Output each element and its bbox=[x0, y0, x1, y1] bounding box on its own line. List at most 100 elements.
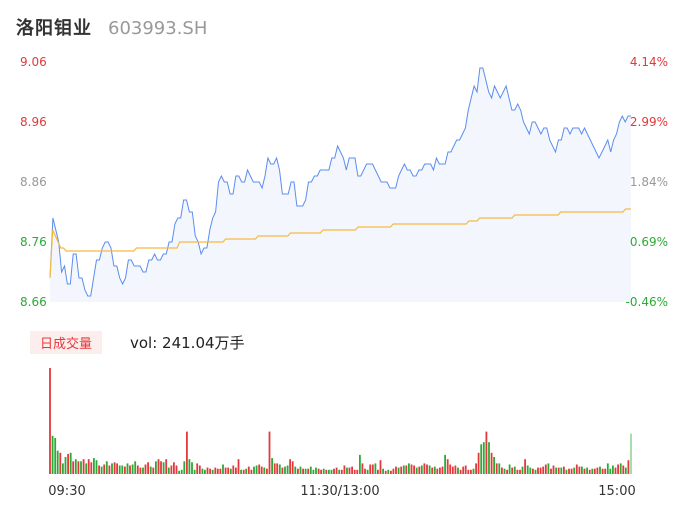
volume-bar bbox=[121, 465, 124, 474]
volume-bar bbox=[480, 444, 483, 474]
volume-bar bbox=[420, 465, 423, 474]
volume-bar bbox=[224, 467, 227, 474]
volume-bar bbox=[454, 465, 457, 474]
volume-bar bbox=[219, 468, 222, 474]
volume-bar bbox=[392, 468, 395, 474]
volume-bar bbox=[134, 461, 137, 474]
volume-bar bbox=[129, 465, 131, 474]
y-tick-right: 1.84% bbox=[630, 175, 668, 189]
volume-bar bbox=[387, 469, 390, 474]
volume-bar bbox=[173, 462, 175, 474]
volume-bar bbox=[307, 468, 310, 474]
volume-bar bbox=[348, 467, 351, 474]
volume-bar bbox=[333, 468, 335, 474]
volume-bar bbox=[591, 468, 594, 474]
volume-bar bbox=[87, 459, 90, 474]
volume-bar bbox=[343, 465, 346, 474]
volume-bar bbox=[470, 469, 472, 474]
volume-bar bbox=[180, 469, 183, 474]
volume-bar bbox=[599, 466, 601, 474]
volume-bar bbox=[410, 464, 413, 474]
volume-bar bbox=[472, 468, 475, 474]
volume-bar bbox=[297, 468, 299, 474]
volume-bar bbox=[330, 469, 333, 474]
volume-bar bbox=[619, 463, 622, 474]
volume-bar bbox=[216, 468, 219, 474]
volume-bar bbox=[377, 469, 379, 474]
volume-bar bbox=[457, 467, 459, 474]
volume-bar bbox=[82, 459, 85, 474]
volume-bar bbox=[415, 467, 418, 474]
volume-bar bbox=[278, 464, 281, 474]
volume-bar bbox=[98, 465, 100, 474]
volume-bar bbox=[116, 463, 118, 474]
volume-bar bbox=[547, 463, 550, 474]
volume-bar bbox=[495, 463, 498, 474]
volume-bar bbox=[186, 431, 188, 474]
volume-bar bbox=[309, 466, 312, 474]
volume-bar bbox=[400, 466, 403, 474]
volume-bar bbox=[369, 464, 372, 474]
volume-bar bbox=[488, 442, 490, 474]
volume-bar bbox=[475, 463, 477, 474]
volume-bar bbox=[568, 468, 570, 474]
volume-bar bbox=[555, 467, 557, 474]
volume-bar bbox=[532, 468, 534, 474]
volume-bar bbox=[214, 467, 217, 474]
volume-bar bbox=[433, 466, 436, 474]
volume-bar bbox=[364, 468, 366, 474]
volume-bar bbox=[384, 470, 387, 474]
volume-bar bbox=[397, 467, 400, 474]
volume-bar bbox=[191, 462, 193, 474]
volume-bar bbox=[111, 463, 113, 474]
volume-bar bbox=[139, 467, 142, 474]
volume-bar bbox=[524, 459, 526, 474]
volume-bar bbox=[108, 465, 111, 474]
volume-bar bbox=[126, 463, 129, 474]
volume-bar bbox=[250, 469, 253, 474]
volume-bar bbox=[312, 469, 315, 474]
volume-bar bbox=[196, 463, 199, 474]
volume-bar bbox=[485, 431, 488, 474]
volume-bar bbox=[131, 464, 134, 474]
volume-bar bbox=[464, 465, 467, 474]
volume-bar bbox=[482, 442, 485, 474]
volume-bar bbox=[72, 461, 75, 474]
volume-bar bbox=[614, 467, 617, 474]
volume-tab[interactable]: 日成交量 bbox=[30, 331, 103, 354]
volume-bar bbox=[206, 467, 209, 474]
volume-bar bbox=[54, 438, 57, 474]
volume-bar bbox=[493, 457, 495, 474]
volume-bar bbox=[565, 469, 568, 474]
volume-bar bbox=[519, 469, 521, 474]
volume-bar bbox=[240, 469, 242, 474]
volume-bar bbox=[289, 459, 291, 474]
volume-bar bbox=[147, 462, 149, 474]
stock-code: 603993.SH bbox=[108, 18, 208, 39]
volume-bar bbox=[271, 458, 273, 474]
price-panel: 9.06 4.14% 8.96 2.99% 8.86 1.84% 8.76 0.69% 8.66… bbox=[20, 55, 668, 309]
volume-bar bbox=[227, 467, 230, 474]
volume-bar bbox=[583, 468, 586, 474]
volume-bar bbox=[423, 463, 426, 474]
volume-bar bbox=[299, 466, 302, 474]
volume-bar bbox=[178, 470, 180, 474]
volume-bar bbox=[596, 467, 599, 474]
header: 洛阳钼业 603993.SH bbox=[16, 14, 208, 39]
volume-bar bbox=[253, 466, 255, 474]
volume-bar bbox=[266, 468, 268, 474]
volume-bar bbox=[294, 466, 297, 474]
volume-bar bbox=[405, 465, 408, 474]
volume-bar bbox=[229, 468, 232, 474]
volume-bar bbox=[537, 467, 539, 474]
volume-bar bbox=[149, 466, 152, 474]
volume-bar bbox=[511, 467, 514, 474]
volume-bar bbox=[477, 452, 480, 474]
volume-bar bbox=[77, 461, 80, 474]
volume-bar bbox=[291, 461, 294, 474]
volume-bar bbox=[498, 463, 501, 474]
volume-bar bbox=[80, 461, 82, 474]
volume-bar bbox=[449, 464, 452, 474]
y-tick-right: 0.69% bbox=[630, 235, 668, 249]
